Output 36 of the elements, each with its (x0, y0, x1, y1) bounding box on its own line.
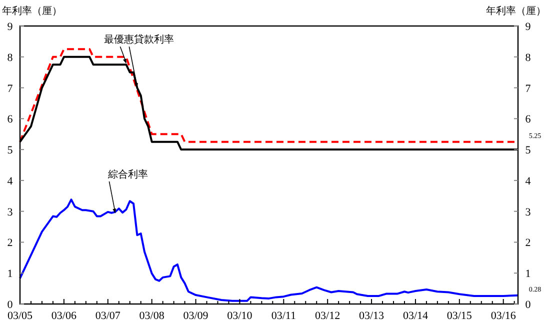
annotation: 綜合利率 (108, 169, 148, 180)
y2-tick-label: 3 (525, 206, 532, 218)
x-tick-label: 03/08 (139, 310, 165, 322)
y2-tick-label: 9 (525, 21, 532, 33)
y-tick-label: 8 (7, 52, 14, 64)
y2-tick-label: 0 (525, 299, 532, 311)
y2-tick-label: 5 (525, 144, 532, 157)
x-tick-label: 03/16 (490, 310, 516, 322)
y-tick-label: 9 (7, 21, 14, 33)
y2-tick-label: 8 (525, 52, 532, 64)
y-tick-label: 1 (7, 268, 13, 280)
y2-tick-label: 6 (525, 114, 532, 126)
y-axis-title: 年利率（厘） (2, 5, 62, 17)
x-tick-label: 03/09 (183, 310, 209, 322)
y2-tick-label: 4 (525, 175, 532, 188)
y2-axis-title: 年利率（厘） (486, 5, 546, 17)
annotation: 最優惠貸款利率 (104, 34, 174, 46)
y2-tick-label: 2 (525, 237, 531, 250)
x-tick-label: 03/13 (359, 310, 385, 322)
y-tick-label: 3 (7, 206, 14, 218)
y2-tick-label: 1 (525, 268, 531, 280)
y-tick-label: 4 (7, 175, 14, 188)
y2-tick-label: 7 (525, 82, 532, 95)
x-tick-label: 03/06 (51, 310, 77, 322)
y-tick-label: 6 (7, 114, 14, 126)
x-tick-label: 03/15 (446, 310, 472, 322)
x-tick-label: 03/10 (227, 310, 253, 322)
x-tick-label: 03/11 (271, 310, 296, 322)
y-tick-label: 7 (7, 82, 14, 95)
x-tick-label: 03/12 (315, 310, 340, 322)
x-tick-label: 03/05 (7, 310, 34, 322)
x-tick-label: 03/14 (402, 310, 428, 322)
y-tick-label: 2 (7, 237, 13, 250)
x-tick-label: 03/07 (95, 310, 121, 322)
y-tick-label: 0 (7, 299, 14, 311)
y-tick-label: 5 (7, 144, 14, 157)
